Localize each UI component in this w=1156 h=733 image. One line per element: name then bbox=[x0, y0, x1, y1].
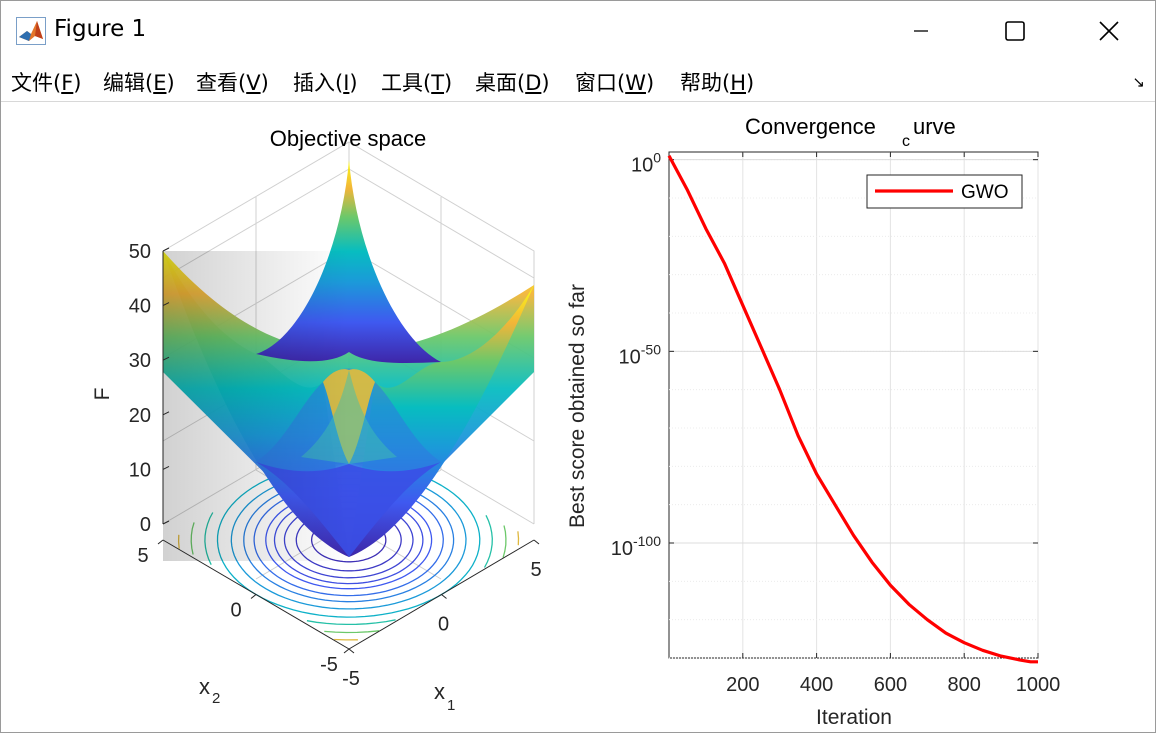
x2-axis-label-sub: 2 bbox=[212, 690, 220, 707]
close-icon bbox=[1099, 21, 1119, 41]
x1-tick-label: 5 bbox=[530, 559, 541, 581]
menu-insert[interactable]: 插入(I) bbox=[293, 71, 358, 95]
matlab-icon bbox=[16, 17, 46, 45]
title-bar[interactable]: Figure 1 bbox=[1, 1, 1155, 61]
menu-tools[interactable]: 工具(T) bbox=[381, 71, 453, 95]
convergence-title-sub: c bbox=[902, 133, 910, 150]
z-tick-mark bbox=[162, 247, 170, 252]
x1-tick-mark bbox=[533, 539, 540, 545]
x1-axis-label: x bbox=[434, 679, 445, 704]
menu-desktop[interactable]: 桌面(D) bbox=[475, 71, 550, 95]
z-tick-label: 0 bbox=[140, 514, 151, 536]
convergence-title-tail: urve bbox=[913, 114, 956, 139]
menu-window[interactable]: 窗口(W) bbox=[575, 71, 655, 95]
minimize-icon bbox=[914, 30, 928, 32]
window-title: Figure 1 bbox=[54, 16, 147, 42]
x1-ticks: -5 0 5 bbox=[342, 539, 542, 690]
z-tick-mark bbox=[162, 356, 170, 361]
x-tick-label: 800 bbox=[948, 674, 981, 696]
maximize-button[interactable] bbox=[969, 1, 1061, 61]
y-tick-base: 10 bbox=[619, 346, 641, 368]
x1-tick-label: 0 bbox=[438, 614, 449, 636]
y-tick-exp: -50 bbox=[641, 341, 661, 357]
y-tick-label: 100 bbox=[631, 150, 661, 177]
x-tick-label: 600 bbox=[874, 674, 907, 696]
x1-tick-mark bbox=[348, 648, 355, 654]
x2-tick-mark bbox=[343, 648, 350, 654]
maximize-icon bbox=[1005, 21, 1025, 41]
menu-bar: 文件(F) 编辑(E) 查看(V) 插入(I) 工具(T) 桌面(D) 窗口(W… bbox=[1, 61, 1155, 102]
z-tick-label: 40 bbox=[129, 296, 151, 318]
legend: GWO bbox=[866, 174, 1023, 209]
dock-arrow-icon[interactable]: ↘ bbox=[1132, 73, 1145, 91]
figure-canvas: 0 10 20 30 40 50 -5 0 5 5 0 -5 Objective space F … bbox=[1, 102, 1155, 732]
z-tick-label: 50 bbox=[129, 241, 151, 263]
y-tick-exp: 0 bbox=[653, 150, 661, 166]
y-tick-exp: -100 bbox=[633, 533, 661, 549]
menu-view[interactable]: 查看(V) bbox=[196, 71, 269, 95]
x-tick-label: 400 bbox=[800, 674, 833, 696]
z-tick-mark bbox=[162, 411, 170, 416]
convergence-grid bbox=[669, 152, 1039, 659]
convergence-title: Convergence bbox=[745, 114, 876, 139]
menu-help[interactable]: 帮助(H) bbox=[680, 71, 755, 95]
x2-axis-label: x bbox=[199, 674, 210, 699]
x-tick-label: 1000 bbox=[1016, 674, 1061, 696]
z-axis-label: F bbox=[91, 388, 114, 401]
y-tick-base: 10 bbox=[611, 538, 633, 560]
y-tick-label: 10-50 bbox=[619, 341, 662, 368]
y-tick-base: 10 bbox=[631, 155, 653, 177]
z-tick-label: 30 bbox=[129, 350, 151, 372]
convergence-x-label: Iteration bbox=[816, 706, 892, 729]
surface-title: Objective space bbox=[270, 126, 427, 151]
x2-tick-mark bbox=[250, 594, 257, 599]
close-button[interactable] bbox=[1063, 1, 1155, 61]
minimize-button[interactable] bbox=[875, 1, 967, 61]
y-tick-label: 10-100 bbox=[611, 533, 661, 560]
plot-area bbox=[668, 151, 1039, 659]
menu-file[interactable]: 文件(F) bbox=[11, 71, 82, 95]
x1-axis-label-sub: 1 bbox=[447, 697, 455, 714]
x2-tick-mark bbox=[157, 539, 164, 545]
x2-tick-label: 0 bbox=[230, 600, 241, 622]
x1-tick-label: -5 bbox=[342, 668, 360, 690]
z-tick-mark bbox=[162, 302, 170, 307]
x2-tick-label: -5 bbox=[320, 654, 338, 676]
z-ticks: 0 10 20 30 40 50 bbox=[129, 241, 170, 536]
gwo-series-line bbox=[667, 155, 1038, 664]
convergence-y-label: Best score obtained so far bbox=[566, 284, 589, 528]
x1-tick-mark bbox=[441, 594, 447, 599]
z-tick-mark bbox=[162, 520, 170, 525]
z-tick-label: 20 bbox=[129, 405, 151, 427]
surface-shade bbox=[163, 251, 349, 561]
menu-edit[interactable]: 编辑(E) bbox=[103, 71, 175, 95]
x-tick-label: 200 bbox=[726, 674, 759, 696]
x2-tick-label: 5 bbox=[137, 545, 148, 567]
z-tick-mark bbox=[162, 465, 170, 470]
z-tick-label: 10 bbox=[129, 459, 151, 481]
legend-label-gwo: GWO bbox=[961, 182, 1009, 203]
x2-ticks: 5 0 -5 bbox=[137, 539, 350, 676]
